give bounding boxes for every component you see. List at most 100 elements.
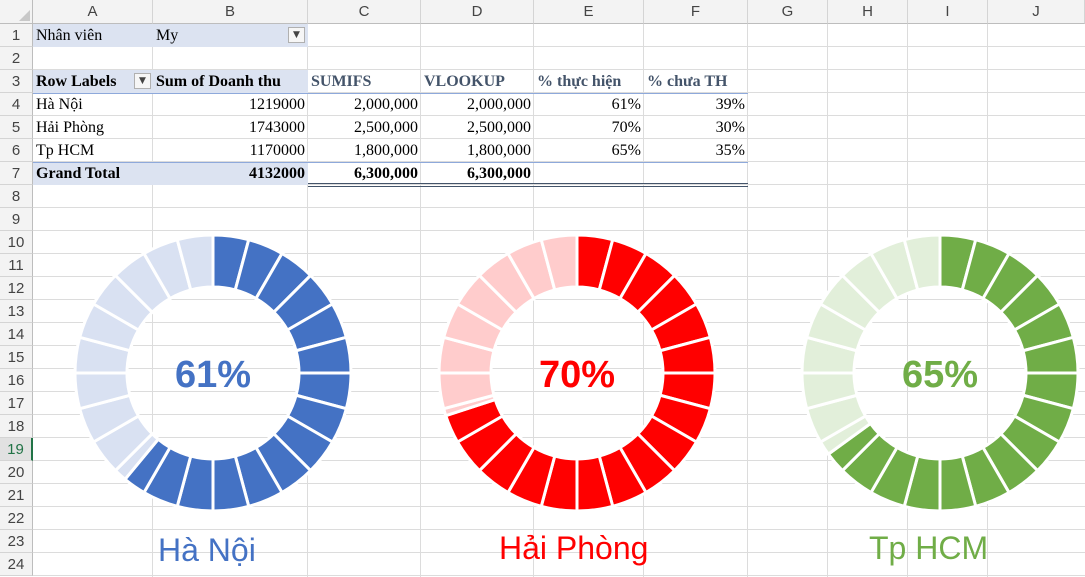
row-header[interactable]: 13 <box>0 300 33 323</box>
column-header[interactable]: C <box>308 0 421 24</box>
grand-total-sumifs[interactable]: 6,300,000 <box>354 165 418 182</box>
vlookup-cell[interactable]: 2,000,000 <box>467 95 531 113</box>
pct-done-cell[interactable]: 65% <box>611 141 641 159</box>
row-header[interactable]: 19 <box>0 438 33 461</box>
row-header[interactable]: 15 <box>0 346 33 369</box>
filter-value-cell[interactable]: My <box>153 24 308 47</box>
row-gridline <box>33 322 1085 323</box>
row-header[interactable]: 2 <box>0 47 33 70</box>
total-double-border-2 <box>308 186 748 187</box>
row-header[interactable]: 23 <box>0 530 33 553</box>
vlookup-cell[interactable]: 1,800,000 <box>467 141 531 159</box>
sum-cell[interactable]: 1743000 <box>249 118 305 136</box>
column-header[interactable]: G <box>748 0 828 24</box>
row-header[interactable]: 16 <box>0 369 33 392</box>
donut-segment-remaining <box>539 233 579 292</box>
pct-done-cell[interactable]: 70% <box>611 118 641 136</box>
filter-dropdown-icon[interactable]: ▼ <box>288 27 305 43</box>
row-labels-dropdown-icon[interactable]: ▼ <box>134 73 151 89</box>
column-gridline <box>420 24 421 577</box>
row-gridline <box>33 46 1085 47</box>
column-header[interactable]: D <box>421 0 534 24</box>
grand-total-sum[interactable]: 4132000 <box>153 163 308 185</box>
column-header[interactable]: E <box>534 0 644 24</box>
row-header[interactable]: 14 <box>0 323 33 346</box>
sumifs-header[interactable]: SUMIFS <box>311 72 372 90</box>
pct-left-cell[interactable]: 35% <box>715 141 745 159</box>
column-header[interactable]: H <box>828 0 908 24</box>
chart-title-haiphong: Hải Phòng <box>499 530 649 566</box>
row-header[interactable]: 20 <box>0 461 33 484</box>
row-header[interactable]: 4 <box>0 93 33 116</box>
row-header[interactable]: 21 <box>0 484 33 507</box>
row-gridline <box>33 552 1085 553</box>
row-gridline <box>33 345 1085 346</box>
donut-chart-haiphong[interactable]: 70% <box>432 228 722 518</box>
column-header[interactable]: J <box>988 0 1085 24</box>
grand-total-label[interactable]: Grand Total <box>33 163 153 185</box>
column-header[interactable]: A <box>33 0 153 24</box>
row-header[interactable]: 10 <box>0 231 33 254</box>
row-header[interactable]: 9 <box>0 208 33 231</box>
donut-chart-tphcm[interactable]: 65% <box>795 228 1085 518</box>
vlookup-header[interactable]: VLOOKUP <box>424 72 505 90</box>
row-header[interactable]: 6 <box>0 139 33 162</box>
filter-label-cell[interactable]: Nhân viên <box>33 24 153 47</box>
pct-done-header[interactable]: % thực hiện <box>537 72 622 90</box>
chart-title-tphcm: Tp HCM <box>869 530 989 566</box>
grand-total-vlookup[interactable]: 6,300,000 <box>467 165 531 182</box>
sumifs-cell[interactable]: 2,000,000 <box>354 95 418 113</box>
sum-cell[interactable]: 1170000 <box>249 141 305 159</box>
chart-title-hanoi: Hà Nội <box>158 532 256 568</box>
column-header[interactable]: F <box>644 0 748 24</box>
row-gridline <box>33 92 1085 93</box>
row-gridline <box>33 115 1085 116</box>
row-gridline <box>33 529 1085 530</box>
row-header[interactable]: 5 <box>0 116 33 139</box>
row-header[interactable]: 1 <box>0 24 33 47</box>
total-top-border <box>33 162 748 163</box>
sumifs-cell[interactable]: 1,800,000 <box>354 141 418 159</box>
row-gridline <box>33 575 1085 576</box>
row-header[interactable]: 18 <box>0 415 33 438</box>
pct-done-cell[interactable]: 61% <box>611 95 641 113</box>
row-gridline <box>33 184 1085 185</box>
row-header[interactable]: 12 <box>0 277 33 300</box>
row-gridline <box>33 299 1085 300</box>
donut-center-label: 65% <box>902 354 978 396</box>
sum-doanh-thu-header[interactable]: Sum of Doanh thu <box>153 70 308 93</box>
sum-cell[interactable]: 1219000 <box>249 95 305 113</box>
row-header[interactable]: 22 <box>0 507 33 530</box>
pct-left-header[interactable]: % chưa TH <box>647 72 728 90</box>
column-gridline <box>747 24 748 577</box>
row-gridline <box>33 161 1085 162</box>
row-gridline <box>33 368 1085 369</box>
row-label-cell[interactable]: Tp HCM <box>36 141 95 159</box>
column-gridline <box>907 24 908 577</box>
row-gridline <box>33 230 1085 231</box>
pct-left-cell[interactable]: 30% <box>715 118 745 136</box>
row-gridline <box>33 414 1085 415</box>
column-header[interactable]: I <box>908 0 988 24</box>
row-label-cell[interactable]: Hà Nội <box>36 95 83 113</box>
pct-left-cell[interactable]: 39% <box>715 95 745 113</box>
row-header[interactable]: 11 <box>0 254 33 277</box>
row-header[interactable]: 7 <box>0 162 33 185</box>
vlookup-cell[interactable]: 2,500,000 <box>467 118 531 136</box>
row-labels-header[interactable]: Row Labels <box>33 70 153 93</box>
donut-chart-hanoi[interactable]: 61% <box>68 228 358 518</box>
row-gridline <box>33 138 1085 139</box>
header-underline <box>33 93 748 94</box>
donut-segment-remaining <box>175 233 215 292</box>
sumifs-cell[interactable]: 2,500,000 <box>354 118 418 136</box>
row-header[interactable]: 17 <box>0 392 33 415</box>
row-gridline <box>33 207 1085 208</box>
row-label-cell[interactable]: Hải Phòng <box>36 118 104 136</box>
select-all-corner[interactable] <box>0 0 33 24</box>
donut-center-label: 70% <box>539 354 615 396</box>
row-header[interactable]: 3 <box>0 70 33 93</box>
row-header[interactable]: 8 <box>0 185 33 208</box>
total-double-border-1 <box>308 183 748 184</box>
column-header[interactable]: B <box>153 0 308 24</box>
row-header[interactable]: 24 <box>0 553 33 576</box>
